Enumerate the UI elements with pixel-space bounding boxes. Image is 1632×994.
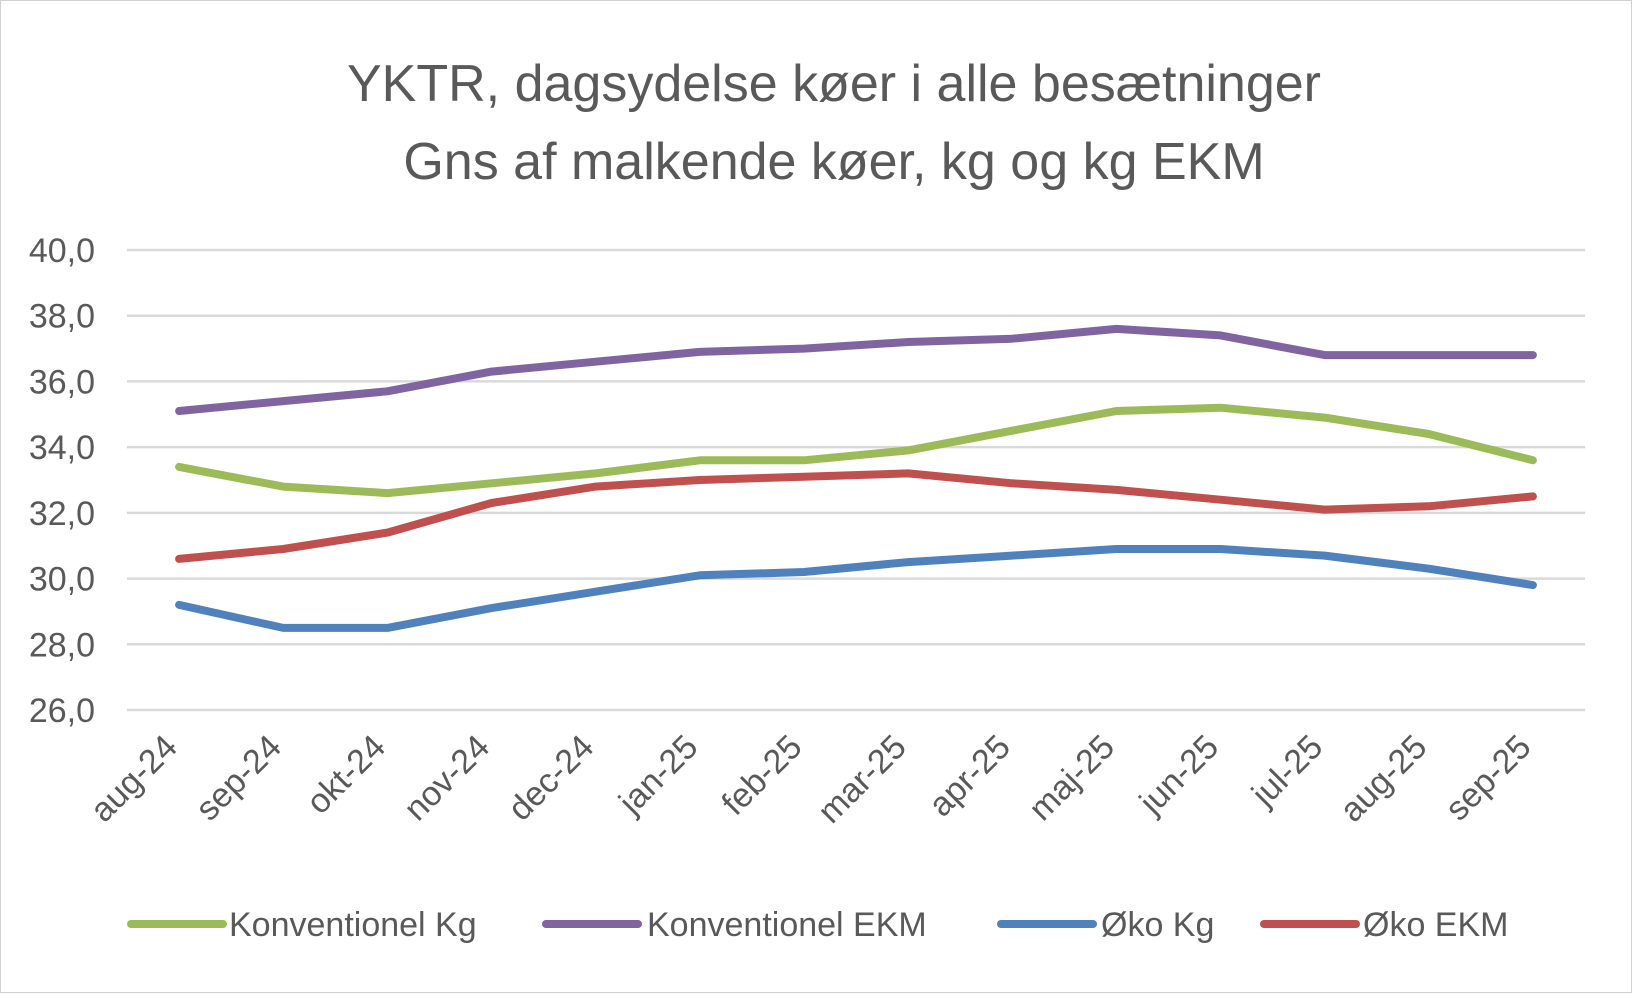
x-tick-label: jul-25 <box>1244 728 1330 814</box>
gridlines <box>127 248 1585 712</box>
legend-label: Øko Kg <box>1101 906 1214 944</box>
x-tick-label: feb-25 <box>715 728 810 823</box>
y-tick-label: 36,0 <box>29 363 95 401</box>
x-tick-label: maj-25 <box>1022 728 1122 828</box>
chart-title-line-1: YKTR, dagsydelse køer i alle besætninger <box>347 55 1321 113</box>
x-tick-label: sep-24 <box>188 728 288 828</box>
legend-label: Konventionel EKM <box>647 906 927 944</box>
x-tick-label: sep-25 <box>1438 728 1538 828</box>
x-tick-label: dec-24 <box>501 728 601 828</box>
series-lines <box>175 324 1537 632</box>
x-tick-label: okt-24 <box>299 728 393 822</box>
x-tick-label: jan-25 <box>611 728 705 822</box>
series-line <box>175 469 1537 563</box>
x-tick-label: aug-24 <box>83 728 185 830</box>
x-tick-label: aug-25 <box>1333 728 1435 830</box>
series-line <box>175 403 1537 498</box>
y-tick-label: 38,0 <box>29 298 95 336</box>
legend-label: Øko EKM <box>1363 906 1508 944</box>
legend: Konventionel Kg Konventionel EKM Øko Kg Øko… <box>127 906 1508 944</box>
series-line <box>175 545 1537 632</box>
x-tick-label: nov-24 <box>397 728 497 828</box>
series-line <box>175 324 1537 415</box>
x-axis-labels: aug-24 sep-24 okt-24 nov-24 dec-24 jan-25 feb-… <box>83 728 1539 831</box>
y-axis-labels: 26,0 28,0 30,0 32,0 34,0 36,0 38,0 40,0 <box>29 232 95 730</box>
y-tick-label: 30,0 <box>29 561 95 599</box>
y-tick-label: 26,0 <box>29 692 95 730</box>
y-tick-label: 34,0 <box>29 429 95 467</box>
chart-title: YKTR, dagsydelse køer i alle besætninger… <box>347 55 1321 191</box>
chart-title-line-2: Gns af malkende køer, kg og kg EKM <box>403 133 1264 191</box>
y-tick-label: 32,0 <box>29 495 95 533</box>
x-tick-label: jun-25 <box>1132 728 1226 822</box>
legend-label: Konventionel Kg <box>229 906 477 944</box>
x-tick-label: apr-25 <box>922 728 1018 824</box>
y-tick-label: 40,0 <box>29 232 95 270</box>
x-tick-label: mar-25 <box>811 728 914 831</box>
y-tick-label: 28,0 <box>29 626 95 664</box>
